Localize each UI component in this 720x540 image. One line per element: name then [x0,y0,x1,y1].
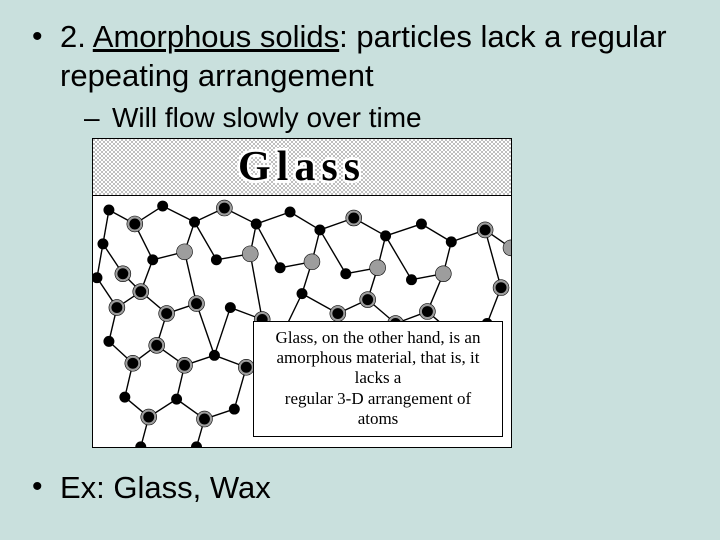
figure-caption: Glass, on the other hand, is an amorphou… [253,321,503,437]
figure-header: Glass [93,139,511,195]
bullet-example: Ex: Glass, Wax [0,448,720,506]
main-term: Amorphous solids [93,19,339,54]
main-prefix: 2. [60,19,93,54]
bullet-main: 2. Amorphous solids: particles lack a re… [0,18,720,96]
figure-title: Glass [238,143,366,191]
slide: 2. Amorphous solids: particles lack a re… [0,0,720,506]
bullet-sub: Will flow slowly over time [0,96,720,134]
caption-line-3: regular 3-D arrangement of atoms [264,389,492,430]
figure-body: Glass, on the other hand, is an amorphou… [93,195,511,447]
caption-line-2: amorphous material, that is, it lacks a [264,348,492,389]
glass-figure: Glass Glass, on the other hand, is an am… [92,138,512,448]
caption-line-1: Glass, on the other hand, is an [264,328,492,348]
